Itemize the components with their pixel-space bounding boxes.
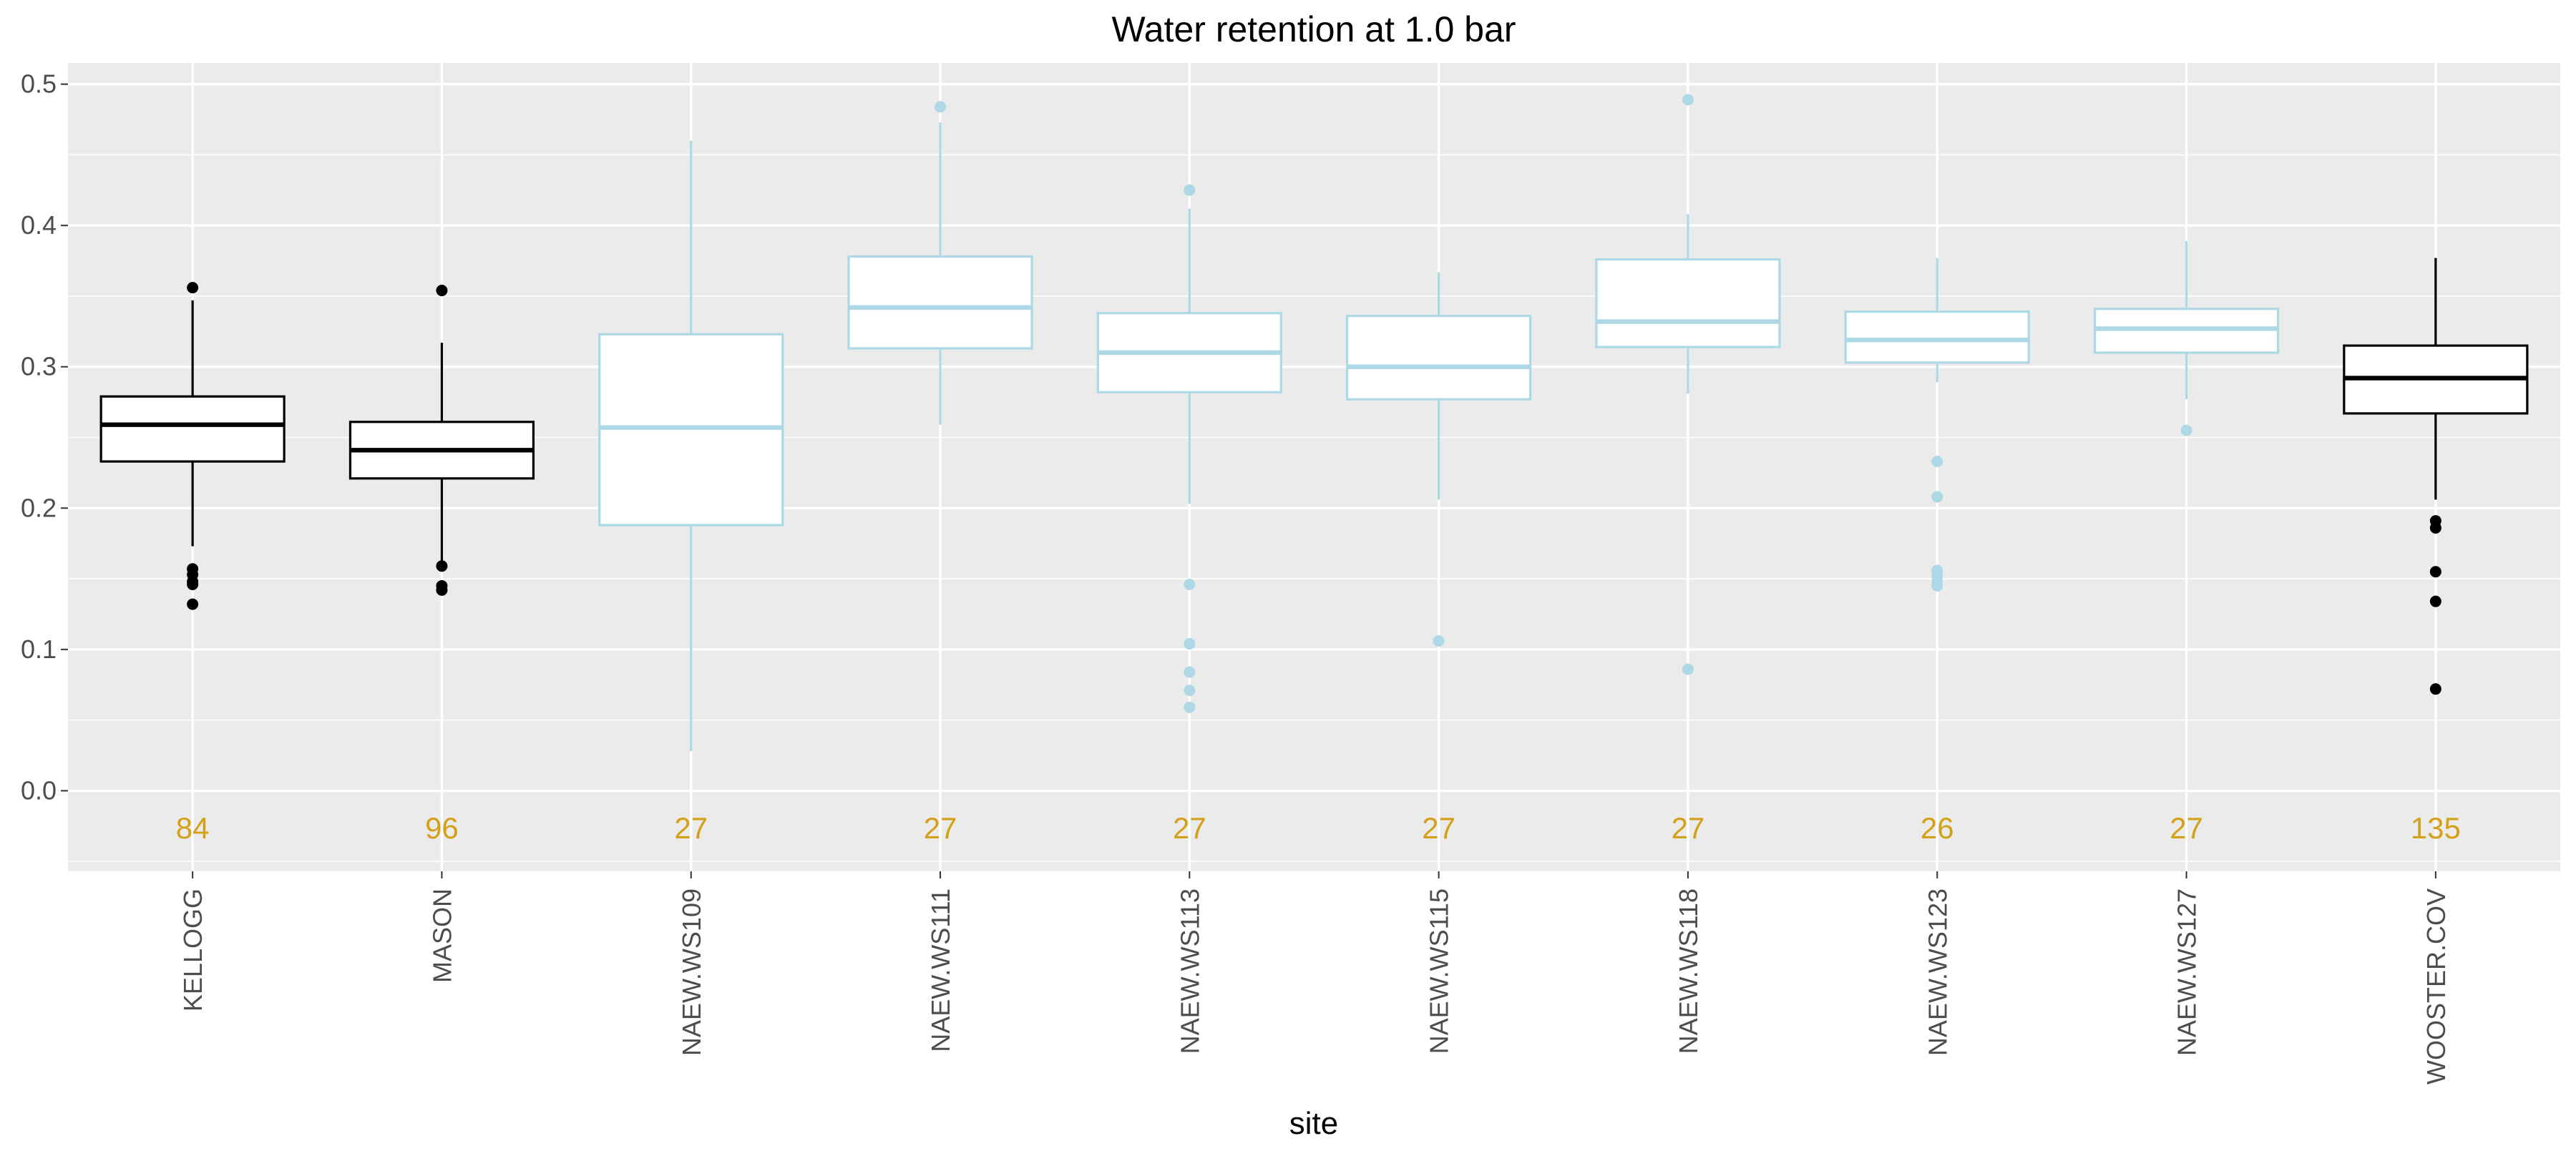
- outlier-point: [1931, 579, 1943, 592]
- box-iqr: [99, 395, 286, 463]
- outlier-point: [1184, 184, 1196, 196]
- outlier-point: [187, 282, 199, 294]
- outlier-point: [1931, 456, 1943, 468]
- outlier-point: [436, 584, 448, 596]
- box-iqr: [1346, 315, 1532, 401]
- outlier-point: [1184, 637, 1196, 650]
- x-tick-label: MASON: [427, 888, 457, 983]
- box-naew-ws127: [2093, 240, 2280, 436]
- x-tick-label: NAEW.WS123: [1923, 888, 1952, 1056]
- y-axis: 0.0 0.1 0.2 0.3 0.4 0.5: [21, 69, 68, 805]
- outlier-point: [1433, 635, 1445, 647]
- box-naew-ws118: [1595, 94, 1781, 675]
- x-tick-label: NAEW.WS127: [2172, 888, 2202, 1056]
- outlier-point: [1682, 94, 1694, 106]
- box-kellogg: [99, 282, 286, 610]
- outlier-point: [935, 101, 947, 113]
- x-tick-label: WOOSTER.COV: [2421, 888, 2451, 1084]
- count-label: 27: [1173, 811, 1206, 845]
- count-label: 84: [176, 811, 210, 845]
- outlier-point: [1682, 663, 1694, 675]
- outlier-point: [1184, 578, 1196, 590]
- outlier-point: [2429, 521, 2441, 534]
- y-tick-label: 0.4: [21, 210, 57, 240]
- count-labels: 84 96 27 27 27 27 27 26 27 135: [176, 811, 2461, 845]
- x-tick-label: NAEW.WS109: [677, 888, 706, 1056]
- box-naew-ws111: [847, 101, 1033, 425]
- outlier-point: [187, 578, 199, 590]
- count-label: 27: [1422, 811, 1455, 845]
- x-tick-label: NAEW.WS113: [1175, 888, 1204, 1054]
- outlier-point: [2429, 595, 2441, 607]
- x-tick-label: NAEW.WS111: [926, 888, 955, 1052]
- chart-title: Water retention at 1.0 bar: [1111, 9, 1516, 49]
- y-tick-label: 0.2: [21, 493, 57, 522]
- outlier-point: [436, 560, 448, 572]
- count-label: 27: [674, 811, 708, 845]
- box-iqr: [1844, 310, 2030, 364]
- x-tick-label: NAEW.WS115: [1425, 888, 1454, 1054]
- count-label: 135: [2411, 811, 2461, 845]
- box-naew-ws123: [1844, 258, 2030, 592]
- box-naew-ws113: [1096, 184, 1282, 713]
- count-label: 27: [1672, 811, 1705, 845]
- count-label: 27: [2170, 811, 2203, 845]
- outlier-point: [2180, 424, 2192, 436]
- x-axis-title: site: [1289, 1106, 1338, 1141]
- outlier-point: [436, 285, 448, 297]
- outlier-point: [1184, 685, 1196, 697]
- outlier-point: [1184, 666, 1196, 678]
- y-tick-label: 0.3: [21, 352, 57, 381]
- box-naew-ws115: [1346, 272, 1532, 647]
- outlier-point: [2429, 683, 2441, 695]
- count-label: 27: [924, 811, 957, 845]
- box-wooster-cov: [2343, 258, 2529, 695]
- x-tick-label: KELLOGG: [178, 888, 208, 1012]
- outlier-point: [2429, 566, 2441, 578]
- box-naew-ws109: [598, 140, 784, 752]
- box-series: [99, 94, 2529, 752]
- x-axis: KELLOGG MASON NAEW.WS109 NAEW.WS111 NAEW.WS1…: [178, 871, 2451, 1084]
- count-label: 26: [1921, 811, 1954, 845]
- outlier-point: [1184, 701, 1196, 713]
- y-tick-label: 0.5: [21, 69, 57, 99]
- y-tick-label: 0.0: [21, 775, 57, 805]
- outlier-point: [187, 598, 199, 610]
- y-tick-label: 0.1: [21, 635, 57, 664]
- box-iqr: [847, 255, 1033, 350]
- outlier-point: [1931, 491, 1943, 503]
- x-tick-label: NAEW.WS118: [1674, 888, 1703, 1054]
- box-mason: [348, 285, 535, 596]
- box-iqr: [1595, 258, 1781, 348]
- count-label: 96: [425, 811, 459, 845]
